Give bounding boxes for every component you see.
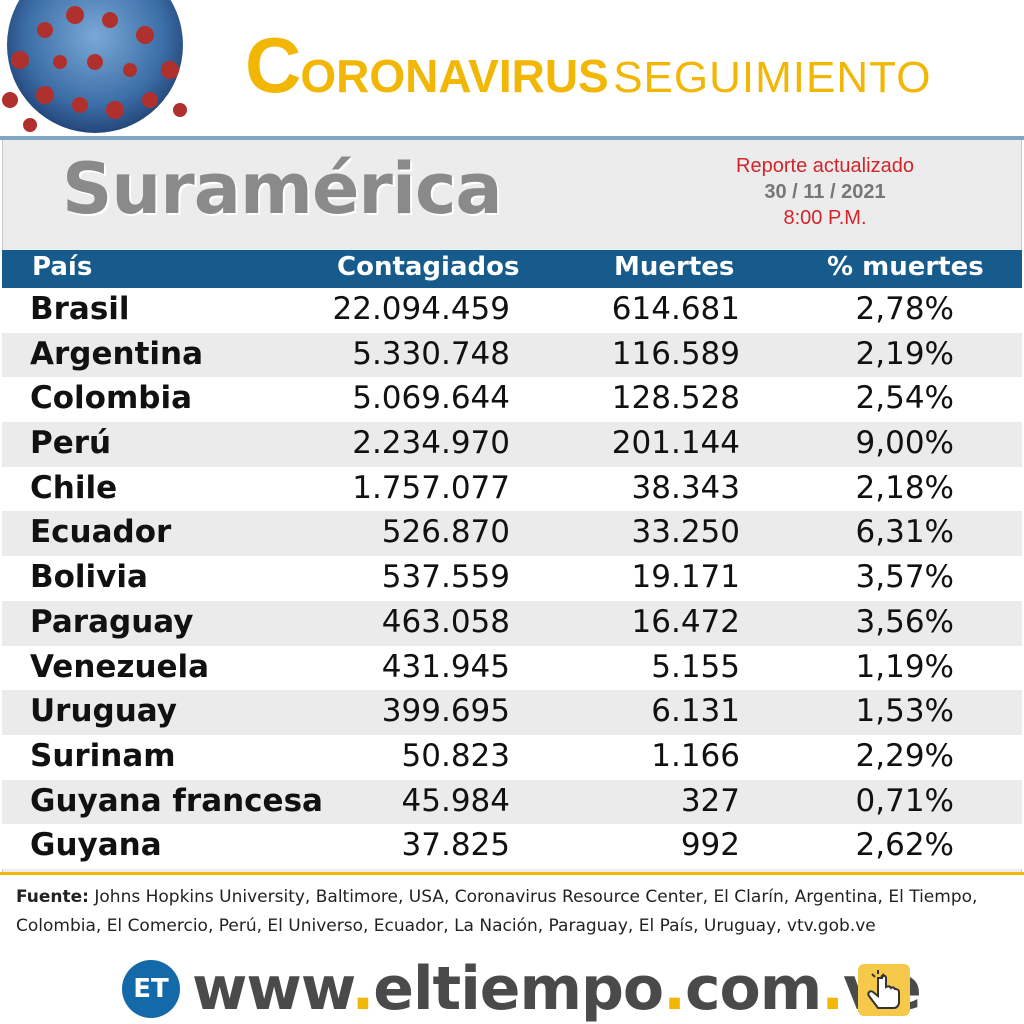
cases-cell: 526.870 — [381, 514, 510, 551]
report-info: Reporte actualizado 30 / 11 / 2021 8:00 … — [700, 153, 950, 231]
url-dot-3: . — [821, 954, 844, 1024]
url-com: com — [684, 954, 822, 1024]
cases-cell: 399.695 — [381, 693, 510, 730]
brand-footer: ET www.eltiempo.com.ve — [0, 950, 1024, 1024]
website-url[interactable]: www.eltiempo.com.ve — [192, 954, 922, 1024]
table-row: Surinam 50.823 1.166 2,29% — [2, 734, 1022, 780]
death-pct-cell: 2,18% — [855, 469, 954, 506]
title-second-word: SEGUIMIENTO — [613, 53, 932, 102]
table-row: Bolivia 537.559 19.171 3,57% — [2, 556, 1022, 601]
death-pct-cell: 2,29% — [855, 737, 954, 774]
death-pct-cell: 6,31% — [855, 514, 954, 551]
country-cell: Surinam — [30, 737, 176, 774]
header-deaths: Muertes — [614, 252, 735, 282]
country-cell: Bolivia — [30, 559, 148, 596]
report-date: 30 / 11 / 2021 — [764, 181, 886, 203]
death-pct-cell: 2,62% — [855, 827, 954, 864]
country-cell: Paraguay — [30, 603, 194, 640]
death-pct-cell: 3,57% — [855, 559, 954, 596]
deaths-cell: 5.155 — [651, 648, 740, 685]
table-row: Paraguay 463.058 16.472 3,56% — [2, 600, 1022, 646]
deaths-cell: 19.171 — [631, 559, 740, 596]
country-cell: Argentina — [30, 335, 203, 372]
url-dot-2: . — [663, 954, 686, 1024]
cases-cell: 5.069.644 — [352, 380, 510, 417]
deaths-cell: 116.589 — [611, 335, 740, 372]
death-pct-cell: 1,53% — [855, 693, 954, 730]
cases-cell: 463.058 — [381, 603, 510, 640]
deaths-cell: 33.250 — [631, 514, 740, 551]
source-text: Johns Hopkins University, Baltimore, USA… — [16, 887, 978, 936]
cases-cell: 50.823 — [401, 737, 510, 774]
deaths-cell: 201.144 — [611, 425, 740, 462]
death-pct-cell: 2,78% — [855, 291, 954, 327]
hand-pointer-icon — [858, 964, 910, 1016]
table-row: Venezuela 431.945 5.155 1,19% — [2, 645, 1022, 691]
header-death-pct: % muertes — [827, 252, 984, 282]
cases-cell: 5.330.748 — [352, 335, 510, 372]
country-cell: Guyana — [30, 827, 162, 864]
footer-divider — [0, 872, 1024, 875]
deaths-cell: 6.131 — [651, 693, 740, 730]
header-cases: Contagiados — [337, 252, 520, 282]
table-row: Chile 1.757.077 38.343 2,18% — [2, 466, 1022, 512]
table-row: Perú 2.234.970 201.144 9,00% — [2, 422, 1022, 467]
header: CORONAVIRUS SEGUIMIENTO — [0, 0, 1024, 137]
table-row: Argentina 5.330.748 116.589 2,19% — [2, 332, 1022, 378]
report-time: 8:00 P.M. — [783, 207, 867, 229]
cases-cell: 22.094.459 — [332, 291, 511, 327]
header-country: País — [32, 252, 93, 282]
death-pct-cell: 2,19% — [855, 335, 954, 372]
cases-cell: 1.757.077 — [352, 469, 510, 506]
death-pct-cell: 0,71% — [855, 782, 954, 819]
deaths-cell: 128.528 — [611, 380, 740, 417]
header-divider — [0, 136, 1024, 140]
table-row: Uruguay 399.695 6.131 1,53% — [2, 690, 1022, 735]
country-cell: Perú — [30, 425, 112, 462]
cases-cell: 2.234.970 — [352, 425, 510, 462]
url-dot-1: . — [351, 954, 374, 1024]
country-cell: Venezuela — [30, 648, 210, 685]
source-label: Fuente: — [16, 887, 89, 907]
report-label: Reporte actualizado — [736, 155, 914, 177]
table-body: Brasil 22.094.459 614.681 2,78% Argentina 5.3… — [2, 288, 1022, 869]
table-row: Ecuador 526.870 33.250 6,31% — [2, 511, 1022, 557]
deaths-cell: 38.343 — [631, 469, 740, 506]
deaths-cell: 16.472 — [631, 603, 740, 640]
table-row: Colombia 5.069.644 128.528 2,54% — [2, 377, 1022, 423]
deaths-cell: 327 — [680, 782, 740, 819]
table-row: Brasil 22.094.459 614.681 2,78% — [2, 288, 1022, 333]
country-cell: Uruguay — [30, 693, 177, 730]
region-title: Suramérica — [62, 148, 503, 230]
url-www: www — [192, 954, 352, 1024]
title-word: ORONAVIRUS — [300, 50, 609, 102]
url-name: eltiempo — [373, 954, 664, 1024]
cases-cell: 431.945 — [381, 648, 510, 685]
death-pct-cell: 3,56% — [855, 603, 954, 640]
death-pct-cell: 1,19% — [855, 648, 954, 685]
cases-cell: 537.559 — [381, 559, 510, 596]
source-note: Fuente: Johns Hopkins University, Baltim… — [16, 883, 1016, 941]
table-row: Guyana francesa 45.984 327 0,71% — [2, 779, 1022, 825]
country-cell: Brasil — [30, 291, 130, 327]
deaths-cell: 992 — [680, 827, 740, 864]
coronavirus-image — [0, 0, 190, 137]
deaths-cell: 1.166 — [651, 737, 740, 774]
country-cell: Colombia — [30, 380, 193, 417]
et-logo: ET — [122, 960, 180, 1018]
country-cell: Chile — [30, 469, 118, 506]
cases-cell: 45.984 — [401, 782, 510, 819]
country-cell: Guyana francesa — [30, 782, 323, 819]
country-cell: Ecuador — [30, 514, 172, 551]
death-pct-cell: 2,54% — [855, 380, 954, 417]
death-pct-cell: 9,00% — [855, 425, 954, 462]
cases-cell: 37.825 — [401, 827, 510, 864]
deaths-cell: 614.681 — [611, 291, 740, 327]
table-row: Guyana 37.825 992 2,62% — [2, 824, 1022, 869]
table-header: País Contagiados Muertes % muertes — [2, 250, 1022, 288]
main-title: CORONAVIRUS SEGUIMIENTO — [245, 26, 931, 104]
title-initial: C — [245, 21, 301, 109]
